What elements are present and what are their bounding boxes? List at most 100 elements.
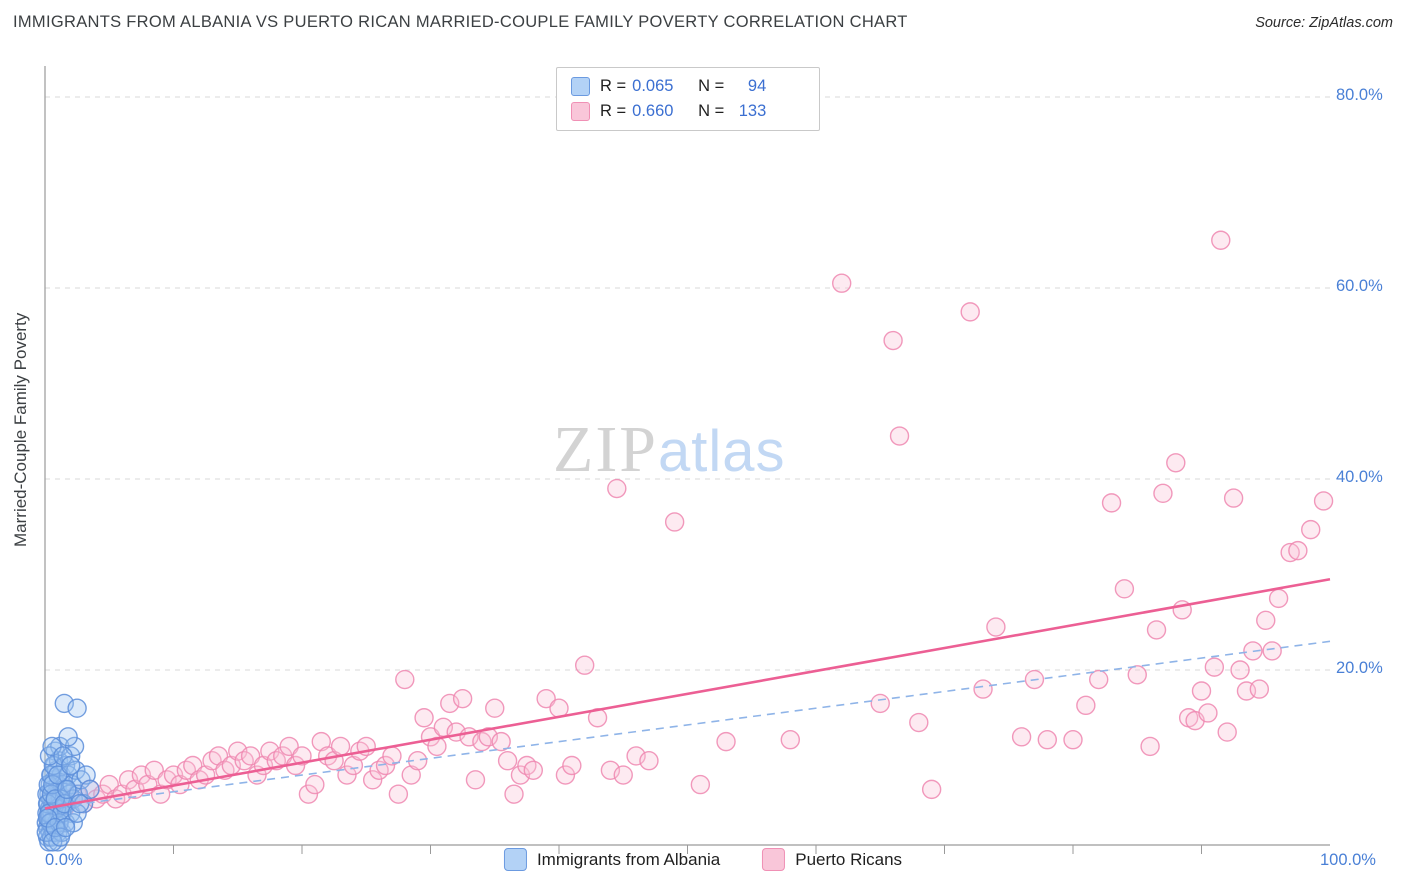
scatter-point-immigrants-from-albania xyxy=(48,765,68,785)
source-attribution: Source: ZipAtlas.com xyxy=(1255,15,1393,31)
scatter-point-puerto-ricans xyxy=(465,770,486,790)
albania-swatch-icon xyxy=(503,848,527,871)
scatter-point-puerto-ricans xyxy=(870,693,890,714)
scatter-point-immigrants-from-albania xyxy=(60,755,81,776)
x-axis-tick-label-max: 100.0% xyxy=(1320,851,1376,869)
scatter-point-puerto-ricans xyxy=(1268,588,1289,609)
scatter-point-puerto-ricans xyxy=(1198,703,1218,723)
scatter-point-puerto-ricans xyxy=(491,731,511,752)
scatter-point-puerto-ricans xyxy=(889,426,910,446)
scatter-point-puerto-ricans xyxy=(1223,488,1244,508)
trendline-puerto-ricans xyxy=(44,577,1331,810)
legend-label: Immigrants from Albania xyxy=(536,849,721,869)
scatter-point-puerto-ricans xyxy=(575,655,595,675)
legend-item-puerto-ricans: Puerto Ricans xyxy=(762,848,902,871)
scatter-point-puerto-ricans xyxy=(414,708,434,728)
scatter-point-puerto-ricans xyxy=(1101,493,1122,513)
puerto-ricans-swatch-icon xyxy=(762,848,786,871)
stats-row-puerto-ricans: R = 0.660 N = 133 xyxy=(571,102,805,121)
scatter-point-puerto-ricans xyxy=(639,751,659,771)
scatter-point-puerto-ricans xyxy=(497,751,518,771)
scatter-point-puerto-ricans xyxy=(523,760,543,780)
stats-row-albania: R = 0.065 N = 94 xyxy=(571,77,805,96)
scatter-point-immigrants-from-albania xyxy=(76,765,96,785)
scatter-point-puerto-ricans xyxy=(613,765,633,785)
y-axis-tick-label: 40.0% xyxy=(1336,468,1383,486)
scatter-point-puerto-ricans xyxy=(279,736,299,757)
scatter-point-puerto-ricans xyxy=(1217,722,1237,742)
scatter-point-puerto-ricans xyxy=(1037,730,1058,750)
scatter-point-puerto-ricans xyxy=(1114,579,1135,599)
trendline-immigrants-from-albania xyxy=(44,640,1331,810)
scatter-point-puerto-ricans xyxy=(1076,695,1096,716)
scatter-point-puerto-ricans xyxy=(1146,620,1167,640)
y-axis-tick-label: 60.0% xyxy=(1336,277,1383,295)
scatter-point-puerto-ricans xyxy=(1127,665,1147,685)
scatter-point-immigrants-from-albania xyxy=(58,727,78,747)
scatter-point-immigrants-from-albania xyxy=(67,698,87,718)
r-label: R = xyxy=(600,77,627,95)
albania-swatch-icon xyxy=(571,77,590,96)
legend-label: Puerto Ricans xyxy=(795,849,903,869)
puerto-ricans-swatch-icon xyxy=(571,102,590,121)
scatter-point-immigrants-from-albania xyxy=(57,779,77,800)
scatter-point-puerto-ricans xyxy=(536,688,556,709)
scatter-point-puerto-ricans xyxy=(1011,727,1032,747)
scatter-point-puerto-ricans xyxy=(292,746,312,766)
scatter-point-puerto-ricans xyxy=(607,478,627,499)
scatter-point-immigrants-from-albania xyxy=(50,827,71,847)
scatter-point-puerto-ricans xyxy=(960,302,980,322)
scatter-point-puerto-ricans xyxy=(452,688,473,709)
scatter-point-immigrants-from-albania xyxy=(55,817,76,838)
scatter-point-puerto-ricans xyxy=(1256,610,1276,631)
scatter-point-puerto-ricans xyxy=(362,770,383,790)
scatter-point-puerto-ricans xyxy=(305,774,325,795)
scatter-point-puerto-ricans xyxy=(1166,453,1186,473)
scatter-point-puerto-ricans xyxy=(330,736,351,757)
scatter-point-puerto-ricans xyxy=(1153,483,1173,504)
r-label: R = xyxy=(600,102,627,120)
scatter-point-puerto-ricans xyxy=(375,755,396,776)
scatter-point-puerto-ricans xyxy=(780,730,800,750)
scatter-point-puerto-ricans xyxy=(395,669,415,690)
scatter-point-puerto-ricans xyxy=(921,779,942,800)
y-axis-tick-label: 80.0% xyxy=(1336,86,1383,104)
y-axis-tick-label: 20.0% xyxy=(1336,659,1383,677)
scatter-point-puerto-ricans xyxy=(832,273,852,293)
scatter-point-puerto-ricans xyxy=(986,617,1006,637)
scatter-point-puerto-ricans xyxy=(504,784,524,804)
r-value: 0.660 xyxy=(632,102,674,120)
scatter-point-puerto-ricans xyxy=(388,784,409,804)
scatter-point-puerto-ricans xyxy=(240,746,261,766)
scatter-point-puerto-ricans xyxy=(883,330,903,351)
scatter-point-puerto-ricans xyxy=(1249,679,1270,699)
n-label: N = xyxy=(698,77,725,95)
scatter-point-puerto-ricans xyxy=(298,784,319,804)
n-value: 94 xyxy=(747,77,767,95)
scatter-point-puerto-ricans xyxy=(1280,542,1300,563)
n-label: N = xyxy=(698,102,725,120)
scatter-point-puerto-ricans xyxy=(1288,540,1308,561)
scatter-point-puerto-ricans xyxy=(562,755,582,776)
scatter-point-puerto-ricans xyxy=(716,731,736,752)
x-axis-tick-label-min: 0.0% xyxy=(45,851,83,869)
scatter-point-immigrants-from-albania xyxy=(80,779,100,800)
scatter-point-puerto-ricans xyxy=(1211,230,1231,250)
scatter-point-puerto-ricans xyxy=(973,679,993,699)
scatter-point-puerto-ricans xyxy=(1204,657,1225,677)
scatter-point-puerto-ricans xyxy=(1191,681,1212,701)
n-value: 133 xyxy=(738,102,767,120)
scatter-point-puerto-ricans xyxy=(485,698,505,718)
correlation-stats-box: R = 0.065 N = 94 R = 0.660 N = 133 xyxy=(556,67,820,131)
scatter-point-puerto-ricans xyxy=(1313,491,1334,511)
scatter-point-puerto-ricans xyxy=(144,760,164,780)
scatter-point-puerto-ricans xyxy=(1262,641,1282,661)
scatter-point-puerto-ricans xyxy=(1301,519,1321,540)
scatter-point-immigrants-from-albania xyxy=(45,817,65,838)
legend-item-albania: Immigrants from Albania xyxy=(503,848,721,871)
scatter-point-puerto-ricans xyxy=(664,512,685,532)
scatter-point-immigrants-from-albania xyxy=(42,736,62,757)
scatter-point-puerto-ricans xyxy=(909,712,929,733)
chart-legend: Immigrants from Albania Puerto Ricans xyxy=(503,848,902,871)
